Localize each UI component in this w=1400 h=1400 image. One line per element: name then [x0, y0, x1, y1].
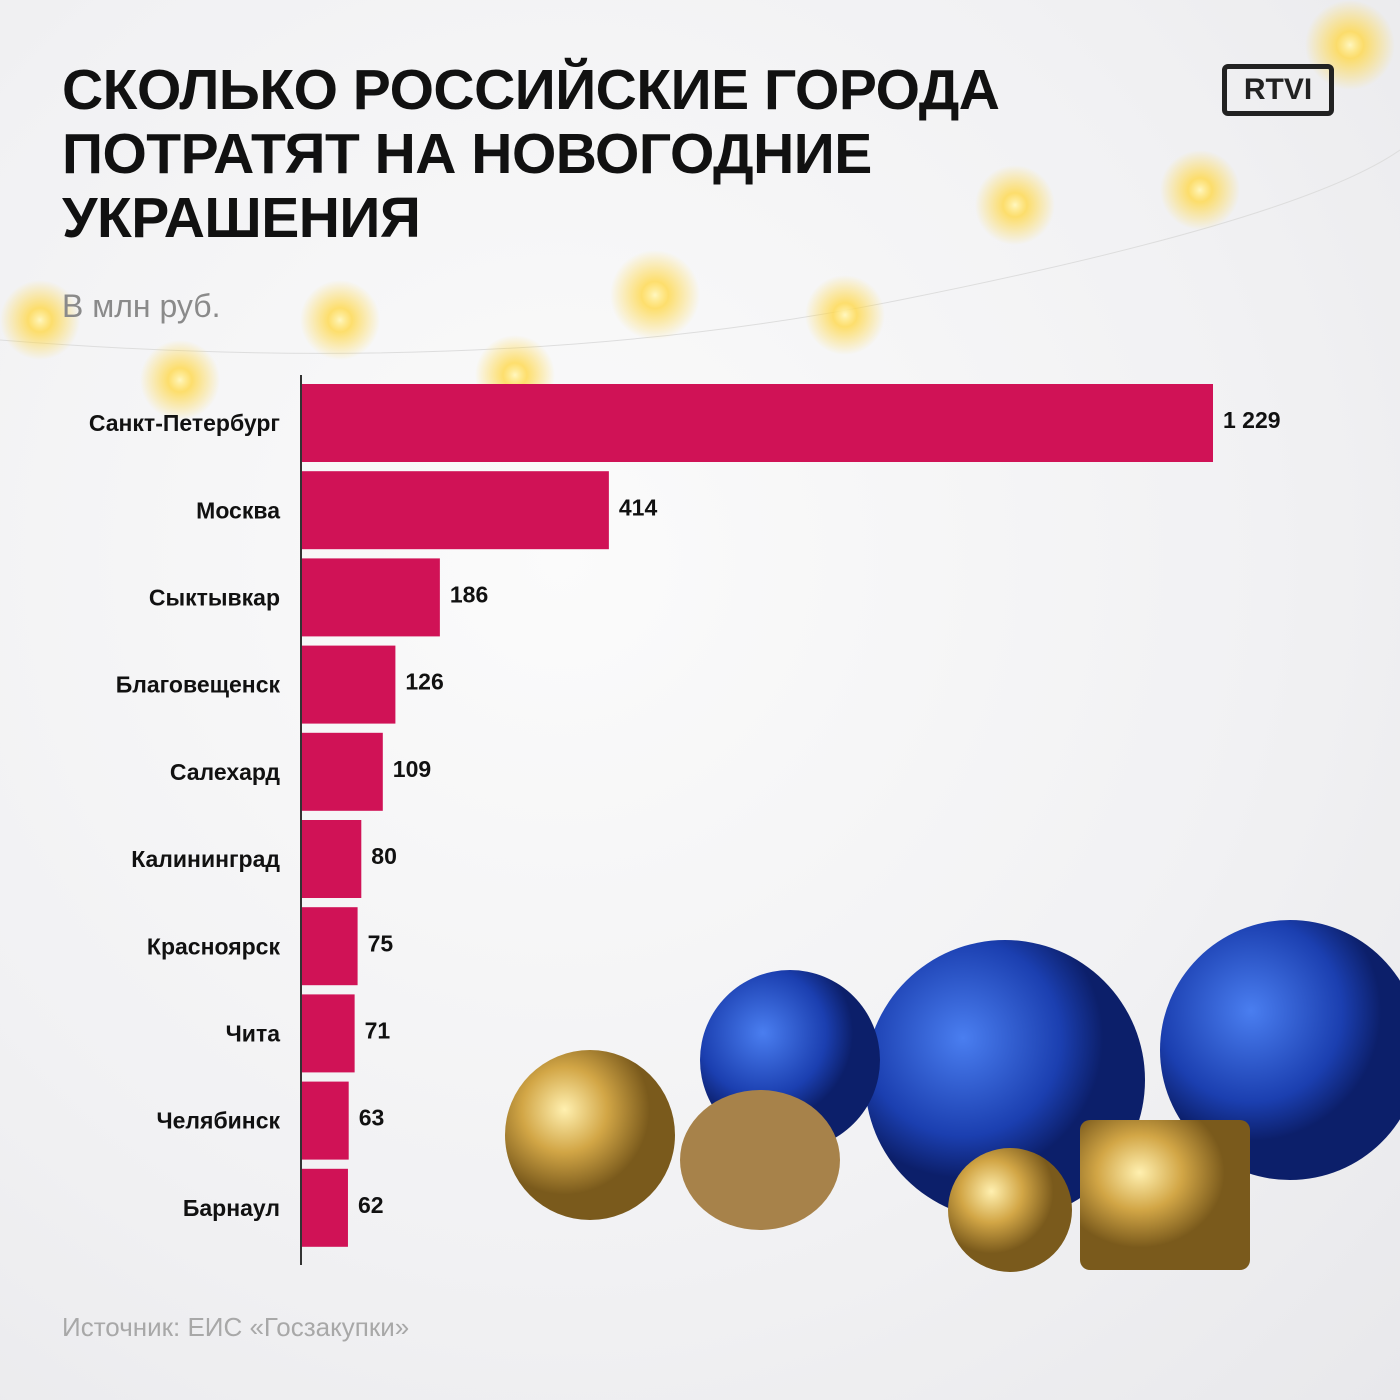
chart-title: СКОЛЬКО РОССИЙСКИЕ ГОРОДА ПОТРАТЯТ НА НО…: [62, 58, 1000, 250]
value-label: 186: [450, 581, 488, 607]
category-label: Сыктывкар: [149, 584, 280, 610]
bar: [302, 994, 355, 1073]
value-label: 126: [405, 669, 443, 695]
value-label: 71: [365, 1017, 391, 1043]
value-label: 109: [393, 756, 431, 782]
category-label: Чита: [226, 1020, 281, 1046]
category-label: Санкт-Петербург: [89, 410, 280, 436]
category-label: Москва: [196, 497, 280, 523]
bar: [302, 1081, 349, 1160]
category-label: Благовещенск: [116, 672, 281, 698]
bar: [302, 558, 440, 637]
value-label: 62: [358, 1192, 384, 1218]
value-label: 414: [619, 494, 658, 520]
value-label: 63: [359, 1105, 385, 1131]
bar: [302, 384, 1213, 462]
bar: [302, 907, 358, 986]
bar: [302, 1168, 348, 1247]
value-label: 75: [368, 930, 394, 956]
category-label: Челябинск: [156, 1108, 280, 1134]
logo: RTVI: [1222, 64, 1334, 116]
category-label: Калининград: [131, 846, 280, 872]
source-note: Источник: ЕИС «Госзакупки»: [62, 1312, 410, 1342]
category-label: Барнаул: [183, 1195, 280, 1221]
category-label: Красноярск: [147, 933, 281, 959]
bar: [302, 732, 383, 811]
bar: [302, 820, 362, 898]
bar: [302, 471, 609, 550]
value-label: 80: [371, 843, 397, 869]
chart-subtitle: В млн руб.: [62, 288, 221, 324]
category-label: Салехард: [170, 759, 281, 785]
bar: [302, 645, 396, 724]
value-label: 1 229: [1223, 407, 1281, 433]
